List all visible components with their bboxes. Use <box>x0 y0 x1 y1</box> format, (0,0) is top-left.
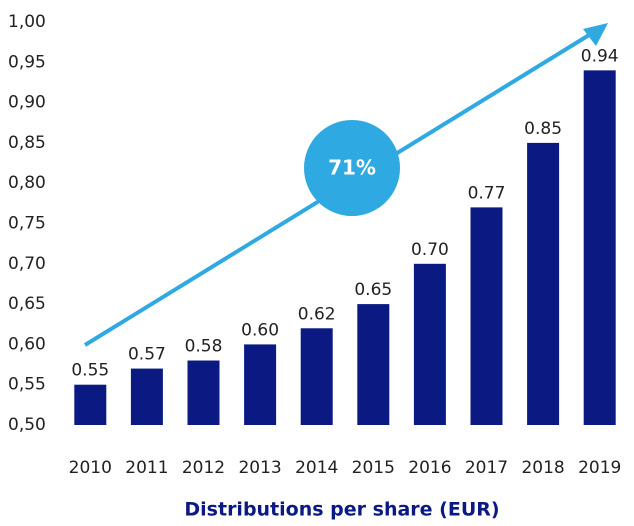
bar <box>583 70 616 426</box>
x-tick-label: 2011 <box>125 458 168 478</box>
y-tick-label: 0,95 <box>8 52 46 72</box>
bar <box>74 384 107 425</box>
value-label: 0.85 <box>524 119 562 139</box>
chart-title: Distributions per share (EUR) <box>184 499 499 521</box>
x-tick-label: 2017 <box>465 458 508 478</box>
annotation-badge <box>304 120 400 216</box>
value-label: 0.60 <box>241 320 279 340</box>
x-tick-label: 2012 <box>182 458 225 478</box>
y-tick-label: 0,80 <box>8 173 46 193</box>
y-tick-label: 0,70 <box>8 254 46 274</box>
y-tick-label: 0,55 <box>8 375 46 395</box>
value-label: 0.58 <box>185 337 223 357</box>
y-tick-label: 0,85 <box>8 133 46 153</box>
x-tick-label: 2014 <box>295 458 338 478</box>
x-tick-label: 2018 <box>521 458 564 478</box>
annotation: 71% <box>328 156 376 180</box>
y-tick-label: 1,00 <box>8 12 46 32</box>
value-label: 0.55 <box>71 361 109 381</box>
y-tick-label: 0,75 <box>8 214 46 234</box>
bar <box>470 207 503 425</box>
x-tick-label: 2010 <box>69 458 112 478</box>
value-label: 0.77 <box>468 183 506 203</box>
bar <box>130 368 163 425</box>
x-tick-label: 2015 <box>352 458 395 478</box>
arrow-head <box>583 23 608 46</box>
y-tick-label: 0,65 <box>8 294 46 314</box>
bar <box>187 360 220 425</box>
bar <box>413 263 446 425</box>
value-label: 0.94 <box>581 46 619 66</box>
y-tick-label: 0,50 <box>8 415 46 435</box>
bar <box>300 328 333 425</box>
x-tick-label: 2016 <box>408 458 451 478</box>
value-label: 0.65 <box>354 280 392 300</box>
x-tick-label: 2013 <box>238 458 281 478</box>
y-tick-label: 0,60 <box>8 334 46 354</box>
bar <box>244 344 277 425</box>
y-tick-label: 0,90 <box>8 93 46 113</box>
bar <box>357 304 390 425</box>
value-label: 0.62 <box>298 304 336 324</box>
x-tick-label: 2019 <box>578 458 621 478</box>
value-label: 0.57 <box>128 345 166 365</box>
bar <box>527 142 560 425</box>
value-label: 0.70 <box>411 240 449 260</box>
